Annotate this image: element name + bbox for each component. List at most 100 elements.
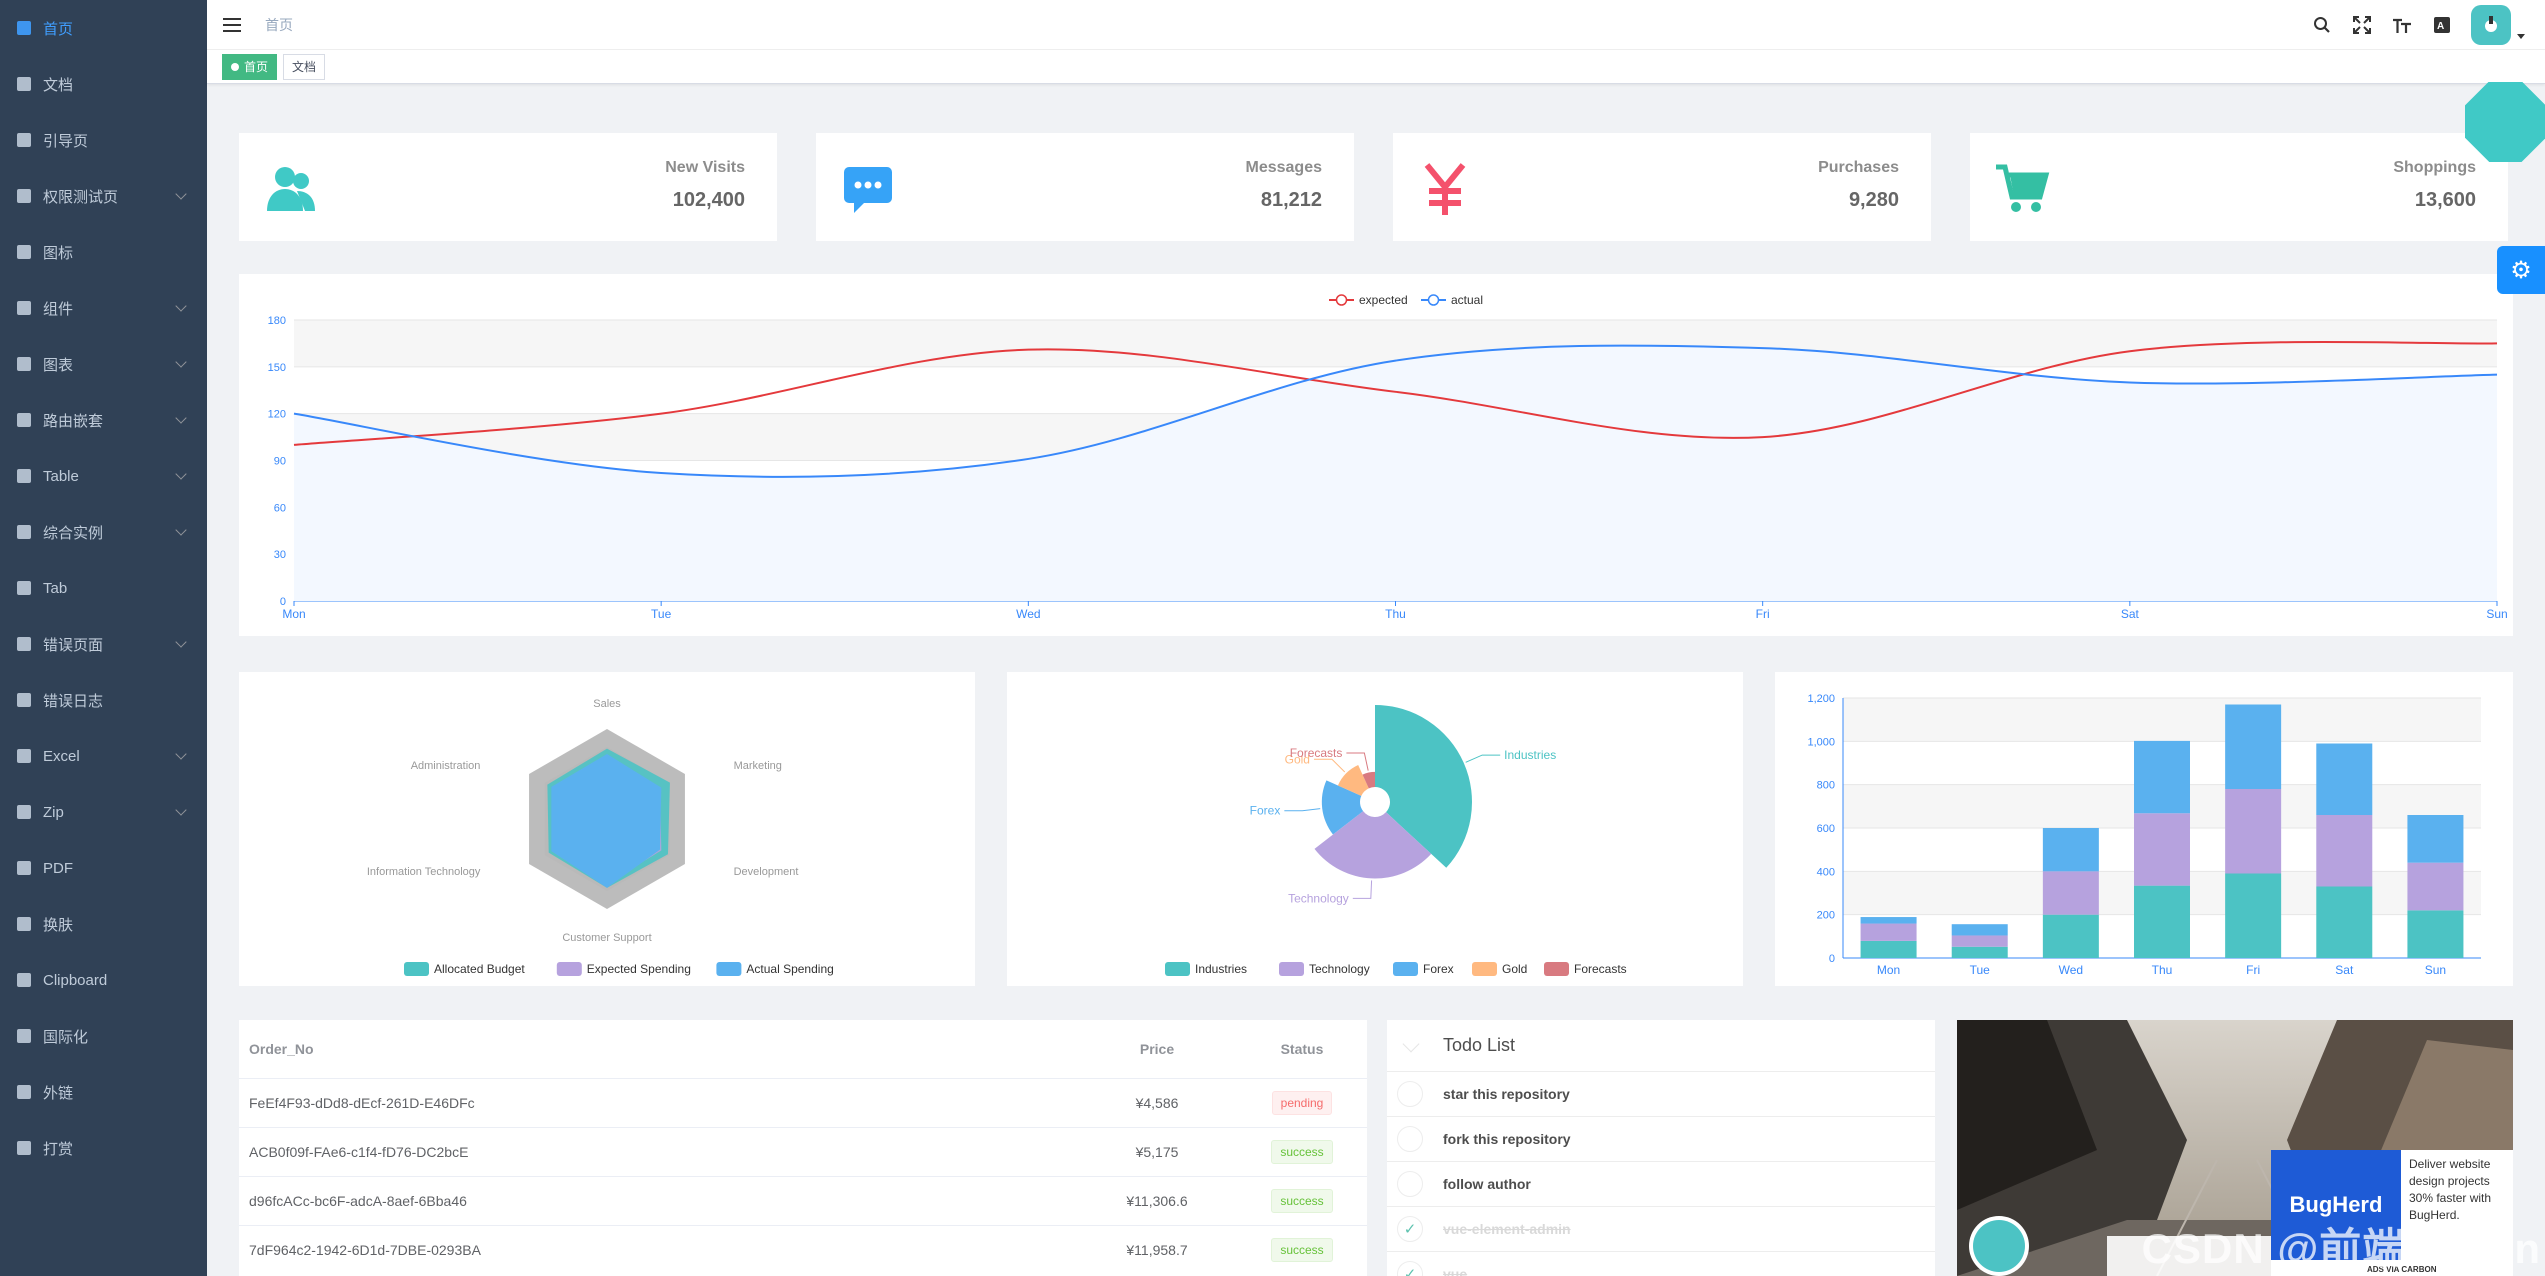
pie-slice-technology[interactable] (1314, 811, 1432, 879)
avatar[interactable] (2471, 5, 2511, 45)
sidebar-item-11[interactable]: 错误页面 (0, 616, 207, 672)
bar-pageB-Thu[interactable] (2134, 813, 2190, 886)
search-icon[interactable] (2311, 14, 2333, 36)
todo-text[interactable]: vue (1443, 1266, 1468, 1276)
legend-swatch[interactable] (1544, 962, 1569, 976)
sidebar-item-1[interactable]: 文档 (0, 56, 207, 112)
sidebar-item-3[interactable]: 权限测试页 (0, 168, 207, 224)
table-row[interactable]: FeEf4F93-dDd8-dEcf-261D-E46DFc ¥4,586 pend… (239, 1078, 1367, 1127)
pie-slice-forex[interactable] (1321, 780, 1364, 835)
sidebar-item-9[interactable]: 综合实例 (0, 504, 207, 560)
sidebar-item-18[interactable]: 国际化 (0, 1008, 207, 1064)
todo-item[interactable]: follow author (1387, 1162, 1935, 1207)
tag-dashboard[interactable]: 首页 (222, 53, 278, 80)
legend-swatch[interactable] (716, 962, 742, 976)
legend-swatch[interactable] (1279, 962, 1304, 976)
sidebar-item-5[interactable]: 组件 (0, 280, 207, 336)
todo-item[interactable]: fork this repository (1387, 1117, 1935, 1162)
ad-text[interactable]: Deliver website design projects 30% fast… (2409, 1157, 2492, 1222)
legend-swatch[interactable] (1472, 962, 1497, 976)
bar-pageA-Wed[interactable] (2042, 914, 2099, 958)
sidebar-item-13[interactable]: Excel (0, 728, 207, 784)
github-corner[interactable] (2465, 82, 2545, 162)
order-price: ¥5,175 (1135, 1143, 1179, 1160)
bar-pageA-Tue[interactable] (1951, 946, 2008, 958)
sidebar-item-7[interactable]: 路由嵌套 (0, 392, 207, 448)
bugherd-logo[interactable]: BugHerd (2271, 1150, 2401, 1260)
todo-item[interactable]: ✓ vue (1387, 1252, 1935, 1276)
legend-swatch[interactable] (556, 962, 582, 976)
sidebar-item-16[interactable]: 换肤 (0, 896, 207, 952)
table-row[interactable]: ACB0f09f-FAe6-c1f4-fD76-DC2bcE ¥5,175 succ… (239, 1127, 1367, 1176)
bar-pageC-Tue[interactable] (1951, 924, 2008, 936)
bar-pageA-Sun[interactable] (2407, 910, 2464, 958)
sidebar-item-12[interactable]: 错误日志 (0, 672, 207, 728)
bar-pageA-Fri[interactable] (2225, 873, 2282, 959)
todo-text[interactable]: follow author (1443, 1176, 1531, 1192)
bar-pageB-Mon[interactable] (1860, 923, 1917, 941)
caret-down-icon[interactable] (2517, 33, 2525, 39)
bar-pageA-Mon[interactable] (1860, 940, 1917, 958)
sidebar-item-4[interactable]: 图标 (0, 224, 207, 280)
tag-documentation[interactable]: 文档 (283, 53, 326, 80)
todo-checkbox[interactable] (1397, 1081, 1423, 1107)
sidebar-item-8[interactable]: Table (0, 448, 207, 504)
sidebar-item-15[interactable]: PDF (0, 840, 207, 896)
table-row[interactable]: 7dF964c2-1942-6D1d-7DBE-0293BA ¥11,958.7 s… (239, 1225, 1367, 1274)
pie-slice-gold[interactable] (1337, 765, 1369, 796)
legend-swatch[interactable] (1393, 962, 1418, 976)
pie-slice-forecasts[interactable] (1362, 771, 1375, 789)
todo-checkbox[interactable]: ✓ (1397, 1261, 1423, 1276)
bar-pageB-Wed[interactable] (2042, 871, 2099, 915)
sidebar-item-6[interactable]: 图表 (0, 336, 207, 392)
bar-pageB-Fri[interactable] (2225, 789, 2282, 874)
bar-pageC-Wed[interactable] (2042, 828, 2099, 872)
toggle-all-icon[interactable] (1402, 1035, 1420, 1053)
bar-pageB-Tue[interactable] (1951, 935, 2008, 947)
hamburger-icon[interactable] (223, 17, 241, 32)
sidebar-item-17[interactable]: Clipboard (0, 952, 207, 1008)
font-size-icon[interactable] (2391, 14, 2413, 36)
bar-pageC-Fri[interactable] (2225, 704, 2282, 790)
sidebar-item-14[interactable]: Zip (0, 784, 207, 840)
card-panel-messages[interactable]: Messages 81,212 (816, 133, 1354, 241)
sidebar-item-20[interactable]: 打赏 (0, 1120, 207, 1176)
carbon-ad[interactable]: BugHerd Deliver website design projects … (2271, 1150, 2513, 1276)
card-panel-shoppings[interactable]: Shoppings 13,600 (1970, 133, 2508, 241)
bar-pageA-Sat[interactable] (2316, 886, 2373, 959)
todo-item[interactable]: ✓ vue-element-admin (1387, 1207, 1935, 1252)
card-panel-new-visits[interactable]: New Visits 102,400 (239, 133, 777, 241)
pie-slice-industries[interactable] (1375, 705, 1472, 868)
legend-marker[interactable] (1335, 294, 1348, 306)
bar-pageC-Sat[interactable] (2316, 743, 2373, 816)
todo-checkbox[interactable] (1397, 1126, 1423, 1152)
todo-text[interactable]: vue-element-admin (1443, 1221, 1571, 1237)
legend-marker[interactable] (1427, 294, 1440, 306)
bar-pageB-Sun[interactable] (2407, 862, 2464, 911)
todo-item[interactable]: star this repository (1387, 1072, 1935, 1117)
sidebar-item-10[interactable]: Tab (0, 560, 207, 616)
todo-checkbox[interactable] (1397, 1171, 1423, 1197)
sidebar-item-2[interactable]: 引导页 (0, 112, 207, 168)
legend-swatch[interactable] (1165, 962, 1190, 976)
ad-via[interactable]: ADS VIA CARBON (2367, 1265, 2437, 1274)
todo-text[interactable]: fork this repository (1443, 1131, 1571, 1147)
todo-input-placeholder[interactable]: Todo List (1443, 1035, 1516, 1055)
language-icon[interactable]: A (2431, 14, 2453, 36)
breadcrumb[interactable]: 首页 (265, 16, 293, 33)
legend-swatch[interactable] (404, 962, 429, 976)
fullscreen-icon[interactable] (2351, 14, 2373, 36)
todo-checkbox[interactable]: ✓ (1397, 1216, 1423, 1242)
bar-pageC-Sun[interactable] (2407, 815, 2464, 863)
settings-gear-icon[interactable]: ⚙ (2497, 246, 2545, 294)
bar-pageC-Thu[interactable] (2134, 740, 2190, 814)
sidebar-item-19[interactable]: 外链 (0, 1064, 207, 1120)
sidebar-item-0[interactable]: 首页 (0, 0, 207, 56)
todo-text[interactable]: star this repository (1443, 1086, 1570, 1102)
table-row[interactable]: d96fcACc-bc6F-adcA-8aef-6Bba46 ¥11,306.6 s… (239, 1176, 1367, 1225)
bar-pageA-Thu[interactable] (2134, 885, 2190, 958)
x-tick-label: Sat (2121, 607, 2140, 621)
bar-pageB-Sat[interactable] (2316, 815, 2373, 887)
bar-pageC-Mon[interactable] (1860, 917, 1917, 924)
card-panel-purchases[interactable]: Purchases 9,280 (1393, 133, 1931, 241)
